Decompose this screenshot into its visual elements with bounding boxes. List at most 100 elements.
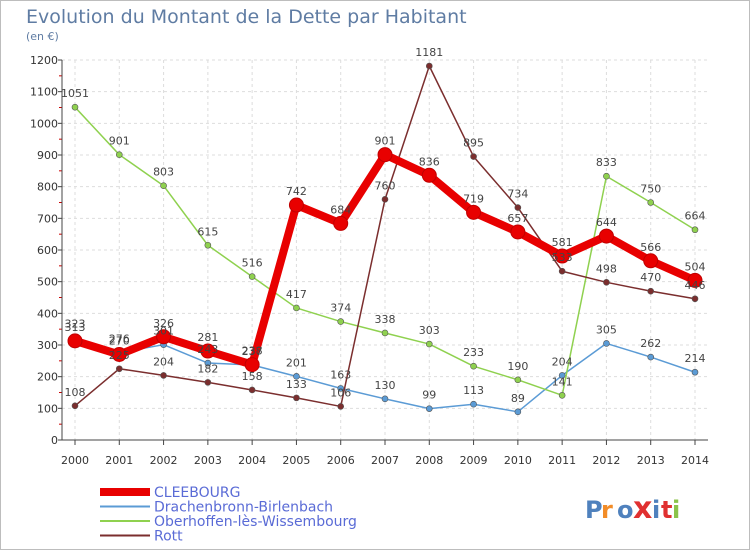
data-label: 533: [552, 251, 573, 264]
data-label: 201: [286, 356, 307, 369]
x-tick-label: 2011: [548, 454, 576, 467]
data-label: 108: [65, 386, 86, 399]
logo-letter: r: [601, 496, 613, 524]
data-label: 742: [286, 185, 307, 198]
data-label: 498: [596, 262, 617, 275]
data-label: 182: [197, 362, 218, 375]
data-label: 470: [640, 271, 661, 284]
data-label: 243: [197, 343, 218, 356]
data-point: [647, 287, 655, 295]
data-label: 615: [197, 225, 218, 238]
data-point: [514, 376, 522, 384]
data-point: [603, 340, 610, 347]
data-point: [381, 329, 389, 337]
x-tick-label: 2008: [415, 454, 443, 467]
data-point: [337, 403, 345, 410]
data-label: 417: [286, 288, 307, 301]
x-tick-label: 2009: [460, 454, 488, 467]
x-tick-label: 2000: [61, 454, 89, 467]
data-label: 204: [153, 355, 174, 368]
data-label: 803: [153, 166, 174, 179]
x-tick-label: 2001: [105, 454, 133, 467]
x-tick-label: 2010: [504, 454, 532, 467]
data-point: [381, 395, 389, 403]
data-label: 323: [65, 318, 86, 331]
data-label: 237: [242, 345, 263, 358]
y-tick-label: 500: [37, 276, 58, 289]
data-label: 99: [422, 389, 436, 402]
data-point: [204, 359, 212, 367]
data-point: [558, 372, 566, 379]
data-point: [333, 215, 349, 231]
data-point: [204, 241, 212, 249]
x-tick-label: 2012: [592, 454, 620, 467]
data-point: [115, 365, 123, 373]
x-tick-label: 2007: [371, 454, 399, 467]
data-point: [470, 362, 477, 370]
axes: 0 100 200 300 400 500 600 700 800 900 1000 1100 1200…: [30, 54, 709, 467]
data-point: [647, 353, 655, 361]
data-label: 270: [109, 335, 130, 348]
data-label: 374: [330, 302, 351, 315]
data-label: 338: [375, 313, 396, 326]
x-tick-label: 2004: [238, 454, 266, 467]
data-point: [288, 197, 304, 213]
data-label: 313: [65, 321, 86, 334]
data-point: [200, 343, 216, 359]
legend-label: Oberhoffen-lès-Wissembourg: [154, 514, 357, 530]
data-label: 644: [596, 216, 617, 229]
data-label: 305: [596, 323, 617, 336]
legend: CLEEBOURGDrachenbronn-BirlenbachOberhoff…: [100, 485, 357, 545]
logo-letter: i: [672, 496, 680, 524]
data-point: [598, 228, 614, 244]
data-point: [293, 394, 300, 402]
data-point: [71, 103, 79, 111]
data-point: [425, 62, 433, 70]
data-point: [204, 379, 212, 386]
data-point: [337, 318, 345, 325]
data-label: 446: [685, 279, 706, 292]
x-tick-label: 2006: [327, 454, 355, 467]
data-label: 113: [463, 384, 484, 397]
data-label: 163: [330, 368, 351, 381]
data-label: 504: [685, 260, 706, 273]
proxiti-logo: Pr o x i t i: [585, 491, 680, 526]
data-point: [67, 333, 83, 349]
data-point: [558, 267, 566, 275]
data-point: [425, 340, 433, 348]
y-tick-label: 1200: [30, 54, 58, 67]
data-point: [514, 408, 522, 416]
logo-letter: P: [585, 496, 603, 524]
chart-title: Evolution du Montant de la Dette par Hab…: [26, 6, 467, 28]
chart-subtitle: (en €): [26, 30, 59, 43]
x-tick-label: 2014: [681, 454, 709, 467]
x-tick-label: 2003: [194, 454, 222, 467]
data-point: [470, 400, 477, 408]
data-label: 684: [330, 203, 351, 216]
data-label: 130: [375, 379, 396, 392]
data-point: [421, 167, 437, 183]
data-point: [160, 372, 167, 379]
y-tick-label: 400: [37, 307, 58, 320]
data-label: 301: [153, 325, 174, 338]
x-tick-label: 2013: [637, 454, 665, 467]
data-label: 895: [463, 137, 484, 150]
data-label: 760: [375, 179, 396, 192]
data-point: [603, 278, 610, 286]
data-label: 262: [640, 337, 661, 350]
data-point: [377, 147, 393, 163]
legend-label: Drachenbronn-Birlenbach: [154, 500, 333, 516]
data-label: 158: [242, 370, 263, 383]
data-label: 281: [197, 331, 218, 344]
y-tick-label: 0: [51, 434, 58, 447]
data-point: [510, 224, 526, 240]
data-label: 750: [640, 183, 661, 196]
y-tick-label: 700: [37, 212, 58, 225]
data-label: 89: [511, 392, 525, 405]
series-layer: [67, 62, 703, 416]
data-label: 233: [463, 346, 484, 359]
data-label: 657: [507, 212, 528, 225]
data-label: 516: [242, 257, 263, 270]
data-label: 836: [419, 155, 440, 168]
data-point: [244, 357, 260, 373]
